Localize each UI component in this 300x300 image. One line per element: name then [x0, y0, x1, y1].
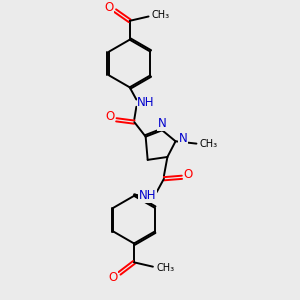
Text: N: N	[158, 117, 167, 130]
Text: CH₃: CH₃	[156, 263, 174, 273]
Text: O: O	[109, 271, 118, 284]
Text: NH: NH	[139, 189, 156, 202]
Text: O: O	[184, 168, 193, 181]
Text: O: O	[105, 110, 115, 123]
Text: O: O	[104, 1, 113, 14]
Text: CH₃: CH₃	[152, 10, 170, 20]
Text: NH: NH	[137, 96, 155, 109]
Text: N: N	[178, 133, 187, 146]
Text: CH₃: CH₃	[200, 139, 218, 148]
